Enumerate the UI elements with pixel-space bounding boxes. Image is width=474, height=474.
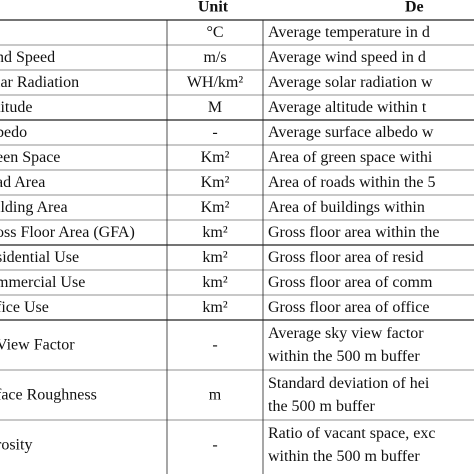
description-cell: within the 500 m buffer [268,348,420,365]
variable-cell: ilding Area [0,199,68,216]
unit-cell: m/s [203,49,226,66]
description-cell: Gross floor area of office [268,299,429,316]
description-cell: Area of green space withi [268,149,433,166]
description-cell: Ratio of vacant space, exc [268,425,435,442]
unit-cell: - [212,337,217,354]
variable-cell: titude [0,99,32,116]
variable-cell: face Roughness [0,387,97,404]
variable-cell: mmercial Use [0,274,85,291]
variable-cell: lar Radiation [0,74,79,91]
variable-cell: oss Floor Area (GFA) [0,224,135,241]
variable-cell: sidential Use [0,249,79,266]
unit-cell: - [212,437,217,454]
header-description: De [405,0,424,16]
header-unit: Unit [198,0,229,16]
description-cell: the 500 m buffer [268,398,375,415]
description-cell: Gross floor area of comm [268,274,433,291]
description-cell: Area of buildings within [268,199,425,216]
description-cell: Standard deviation of hei [268,375,430,392]
description-cell: Average altitude within t [268,99,427,116]
unit-cell: °C [206,24,223,41]
description-cell: within the 500 m buffer [268,448,420,465]
description-cell: Average surface albedo w [268,124,434,141]
unit-cell: Km² [201,149,230,166]
description-cell: Gross floor area of resid [268,249,424,266]
description-cell: Average wind speed in d [268,49,426,66]
description-cell: Average sky view factor [268,325,424,342]
description-cell: Gross floor area within the [268,224,440,241]
description-cell: Area of roads within the 5 [268,174,436,191]
unit-cell: Km² [201,174,230,191]
unit-cell: km² [202,299,227,316]
variable-cell: View Factor [0,337,75,354]
variable-cell: nd Speed [0,49,55,66]
variable-cell: een Space [0,149,60,166]
variable-cell: ad Area [0,174,45,191]
unit-cell: m [209,387,222,404]
unit-cell: WH/km² [187,74,244,91]
unit-cell: - [212,124,217,141]
unit-cell: km² [202,274,227,291]
variable-cell: fice Use [0,299,49,316]
unit-cell: km² [202,249,227,266]
unit-cell: km² [202,224,227,241]
description-cell: Average solar radiation w [268,74,433,91]
variable-cell: bedo [0,124,27,141]
description-cell: Average temperature in d [268,24,430,41]
unit-cell: Km² [201,199,230,216]
unit-cell: M [208,99,222,116]
